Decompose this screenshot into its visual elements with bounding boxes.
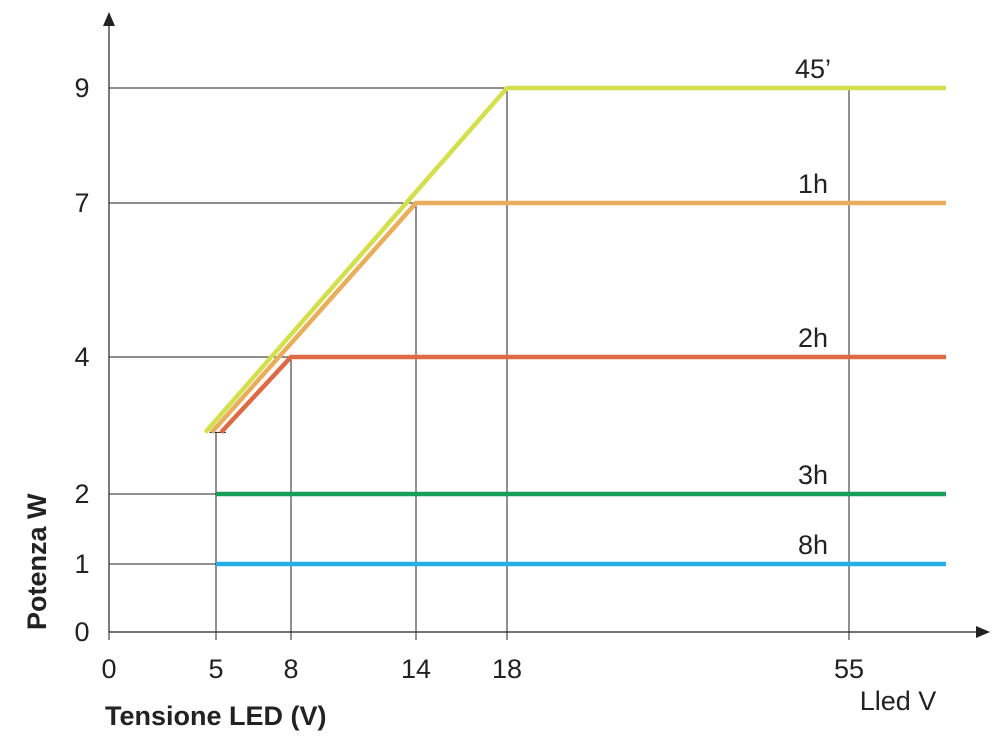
y-axis-title: Potenza W xyxy=(22,493,52,630)
x-tick-label-5: 5 xyxy=(208,654,223,684)
series-label-4: 8h xyxy=(798,530,828,560)
x-tick-label-18: 18 xyxy=(492,654,522,684)
series-line-2 xyxy=(219,354,946,434)
y-tick-label-2: 2 xyxy=(74,479,89,509)
x-axis-arrow xyxy=(976,626,990,638)
labels: 45’ 1h 2h 3h 8h 0 5 8 14 18 55 0 1 2 4 7 9 xyxy=(74,54,864,684)
y-tick-label-4: 4 xyxy=(74,342,89,372)
series-label-0: 45’ xyxy=(795,54,831,84)
series-line-0 xyxy=(203,85,946,434)
x-tick-label-14: 14 xyxy=(401,654,431,684)
x-tick-label-8: 8 xyxy=(283,654,298,684)
series-lines xyxy=(203,85,946,567)
y-tick-label-1: 1 xyxy=(74,549,89,579)
guide-lines xyxy=(109,87,850,632)
series-label-3: 3h xyxy=(798,460,828,490)
y-axis-arrow xyxy=(103,12,115,26)
series-label-1: 1h xyxy=(798,169,828,199)
y-tick-label-7: 7 xyxy=(74,188,89,218)
axes xyxy=(103,12,990,640)
x-tick-label-0: 0 xyxy=(101,654,116,684)
x-tick-label-55: 55 xyxy=(834,654,864,684)
y-tick-label-9: 9 xyxy=(74,73,89,103)
y-tick-label-0: 0 xyxy=(74,617,89,647)
series-line-1 xyxy=(210,200,946,434)
series-label-2: 2h xyxy=(798,323,828,353)
x-axis-title: Tensione LED (V) xyxy=(105,701,327,731)
x-unit-label: Lled V xyxy=(860,686,937,716)
